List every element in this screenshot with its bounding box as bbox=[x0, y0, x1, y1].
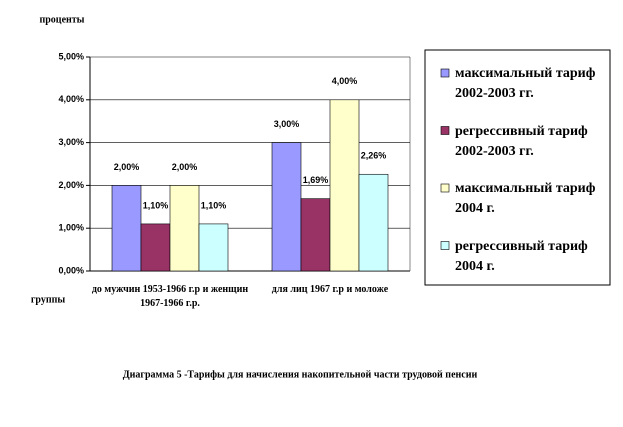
y-tick-label: 1,00% bbox=[58, 223, 84, 233]
data-label: 4,00% bbox=[332, 76, 358, 86]
legend-marker bbox=[440, 126, 450, 135]
bar bbox=[300, 198, 331, 272]
data-label: 3,00% bbox=[274, 119, 300, 129]
y-tick-label: 3,00% bbox=[58, 137, 84, 147]
data-label: 1,69% bbox=[303, 175, 329, 185]
legend-marker bbox=[440, 68, 450, 78]
data-label: 2,00% bbox=[114, 162, 140, 172]
bar bbox=[169, 185, 200, 272]
bar bbox=[329, 99, 360, 272]
legend-marker bbox=[440, 183, 450, 193]
y-tick-label: 0,00% bbox=[58, 265, 84, 275]
legend-marker bbox=[440, 241, 450, 250]
x-tick-label: до мужчин 1953-1966 г.р и женщин 1967-19… bbox=[91, 284, 249, 309]
x-axis-label: группы bbox=[31, 294, 65, 305]
bar bbox=[140, 223, 171, 272]
legend-box bbox=[424, 49, 611, 286]
bar bbox=[198, 223, 229, 272]
data-label: 2,00% bbox=[172, 162, 198, 172]
y-tick-label: 4,00% bbox=[58, 94, 84, 104]
legend-label: регрессивный тариф 2004 г. bbox=[455, 238, 588, 274]
y-tick-label: 5,00% bbox=[58, 51, 84, 61]
x-tick-label: для лиц 1967 г.р и моложе bbox=[271, 284, 389, 295]
data-label: 2,26% bbox=[361, 151, 387, 161]
caption: Диаграмма 5 -Тарифы для начисления накоп… bbox=[123, 369, 478, 380]
legend-label: максимальный тариф 2004 г. bbox=[455, 181, 596, 216]
data-label: 1,10% bbox=[201, 200, 227, 210]
bar bbox=[271, 142, 302, 272]
y-tick-label: 2,00% bbox=[58, 180, 84, 190]
data-label: 1,10% bbox=[143, 200, 169, 210]
legend-label: максимальный тариф 2002-2003 гг. bbox=[455, 66, 596, 101]
y-axis-label: проценты bbox=[39, 14, 84, 25]
bar bbox=[358, 173, 389, 272]
legend-label: регрессивный тариф 2002-2003 гг. bbox=[455, 123, 588, 159]
bar bbox=[111, 185, 142, 272]
